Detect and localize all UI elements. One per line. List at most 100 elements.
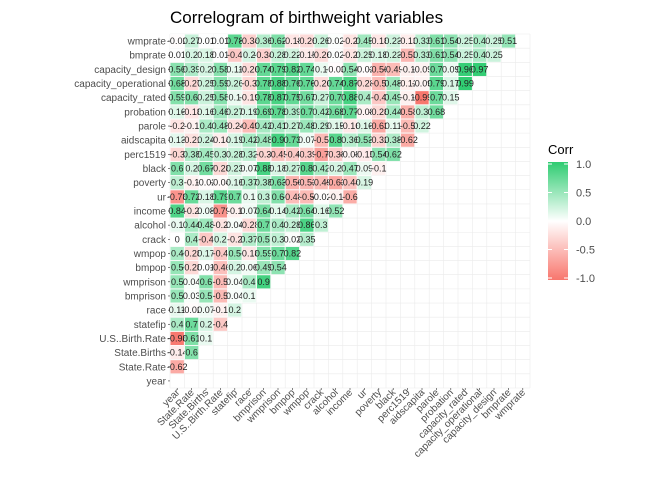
corr-cell — [270, 260, 286, 275]
corr-value-label: 0.78 — [255, 93, 273, 103]
corr-cell — [227, 260, 242, 275]
corr-cell — [299, 62, 314, 77]
corr-value-label: 0.09 — [356, 164, 374, 174]
y-axis-labels: year State.Rate State.Births U.S..Birth.Rat… — [74, 37, 170, 387]
corr-cell — [299, 119, 314, 134]
corr-cell — [357, 62, 372, 77]
y-tick-label: alcohol — [134, 221, 166, 232]
corr-cell — [213, 288, 228, 303]
corr-cell — [184, 119, 199, 134]
corr-cell — [443, 76, 458, 91]
corr-value-label: 0.04 — [226, 291, 244, 301]
corr-value-label: -0.2 — [227, 234, 243, 244]
corr-value-label: 0.7 — [301, 107, 314, 117]
corr-value-label: 0.28 — [269, 50, 287, 60]
corr-cell — [242, 204, 257, 218]
corr-value-label: 0.45 — [197, 149, 215, 159]
corr-cell — [213, 34, 228, 49]
corr-value-label: 0.14 — [269, 206, 287, 216]
corr-cell — [256, 119, 271, 134]
corr-cell — [256, 189, 271, 204]
corr-cell — [213, 48, 228, 63]
corr-cell — [198, 317, 214, 332]
corr-cell — [170, 204, 185, 218]
corr-cell — [184, 104, 199, 119]
corr-cell — [270, 161, 286, 176]
corr-value-label: 0.72 — [183, 192, 201, 202]
corr-cell — [414, 90, 430, 105]
corr-value-label: 0.4 — [473, 36, 486, 46]
corr-cell — [328, 175, 343, 190]
corr-value-label: 0.42 — [312, 107, 330, 117]
corr-value-label: 0.48 — [384, 79, 402, 89]
corr-value-label: 0.5 — [257, 234, 270, 244]
corr-value-label: 0.78 — [255, 79, 273, 89]
y-tick-label: aidscapita — [121, 136, 166, 147]
corr-cell — [227, 62, 242, 77]
corr-value-label: 0.88 — [255, 164, 273, 174]
corr-cell — [256, 246, 271, 261]
corr-cell — [285, 133, 300, 148]
corr-cell — [386, 133, 401, 148]
corr-value-label: 0.96 — [456, 64, 474, 74]
corr-value-label: -0.99 — [412, 93, 433, 103]
corr-cell — [314, 189, 329, 204]
corr-cell — [299, 204, 314, 218]
corr-cell — [184, 62, 199, 77]
corr-cell — [443, 48, 458, 63]
corr-value-label: -0.28 — [210, 164, 231, 174]
y-tick-label: wmprison — [122, 277, 166, 288]
corr-value-label: 0.4 — [185, 234, 198, 244]
corr-value-label: 0.02 — [327, 36, 345, 46]
corr-cell — [170, 189, 185, 204]
corr-value-label: 0.11 — [385, 121, 402, 131]
corr-cell — [242, 189, 257, 204]
corr-value-label: -0.2 — [213, 220, 229, 230]
corr-value-label: 0.86 — [298, 220, 316, 230]
corr-cell — [285, 161, 300, 176]
corr-value-label: -0.1 — [371, 164, 387, 174]
corr-cell — [371, 147, 386, 162]
corr-value-label: 0.54 — [269, 263, 287, 273]
corr-cell — [170, 90, 185, 105]
corr-cell — [458, 34, 473, 49]
corr-value-label: -0.04 — [210, 178, 231, 188]
correlation-cells: -0.62-0.140.6-0.980.61 0.10.4 0.7 0.2 -0.40.… — [167, 34, 517, 374]
corr-value-label: -0.4 — [213, 248, 229, 258]
corr-value-label: 0.04 — [226, 220, 244, 230]
corr-value-label: -0.79 — [210, 206, 231, 216]
corr-cell — [227, 288, 242, 303]
corr-cell — [270, 175, 286, 190]
corr-cell — [299, 147, 314, 162]
corr-cell — [314, 76, 329, 91]
corr-cell — [198, 331, 214, 346]
corr-cell — [285, 218, 300, 233]
corr-value-label: -0.4 — [198, 234, 214, 244]
corr-value-label: 0.22 — [284, 50, 302, 60]
corr-cell — [400, 90, 415, 105]
corr-value-label: 0.3 — [214, 149, 227, 159]
corr-value-label: -0.1 — [400, 93, 416, 103]
corr-value-label: -0.27 — [181, 79, 202, 89]
corr-value-label: -0.2 — [169, 121, 185, 131]
corr-cell — [213, 147, 228, 162]
corr-cell — [299, 76, 314, 91]
corr-cell — [170, 34, 185, 49]
corr-value-label: 0.59 — [255, 248, 273, 258]
corr-cell — [270, 147, 286, 162]
corr-cell — [184, 147, 199, 162]
corr-cell — [170, 147, 185, 162]
corr-cell — [227, 147, 242, 162]
corr-value-label: 0.58 — [212, 93, 230, 103]
corr-value-label: -0.5 — [299, 192, 315, 202]
legend-title: Corr — [548, 142, 574, 157]
corr-value-label: 0.87 — [341, 79, 359, 89]
corr-value-label: -0.49 — [383, 64, 404, 74]
corr-value-label: 0.88 — [341, 93, 359, 103]
corr-cell — [371, 34, 386, 49]
corr-cell — [213, 189, 228, 204]
corr-value-label: 0.42 — [312, 164, 330, 174]
corr-cell — [328, 133, 343, 148]
corr-cell — [400, 76, 415, 91]
corr-cell — [400, 48, 415, 63]
